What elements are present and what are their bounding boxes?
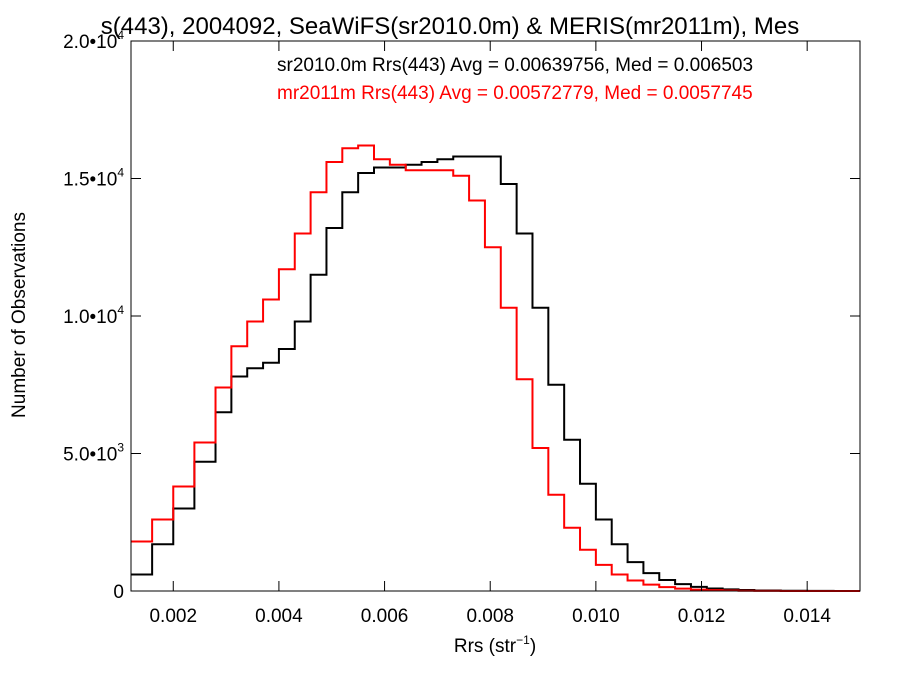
y-tick-label: 1.0•104	[63, 303, 124, 328]
x-tick-label: 0.008	[466, 606, 514, 627]
y-tick-label: 5.0•103	[63, 441, 124, 466]
legend-entry-black: sr2010.0m Rrs(443) Avg = 0.00639756, Med…	[277, 55, 753, 76]
x-axis-label: Rrs (str−1)	[454, 633, 536, 657]
x-axis-label-text: Rrs (str	[454, 636, 517, 657]
y-tick-label: 2.0•104	[63, 28, 124, 53]
x-tick-label: 0.004	[255, 606, 303, 627]
y-tick-label: 1.5•104	[63, 166, 124, 191]
y-axis-ticks: 0 5.0•103 1.0•104 1.5•104 2.0•104	[63, 28, 860, 603]
x-axis-label-superscript: −1	[516, 633, 530, 647]
y-tick-label: 0	[113, 582, 124, 603]
y-axis-label: Number of Observations	[9, 212, 30, 418]
x-tick-label: 0.002	[149, 606, 197, 627]
x-tick-label: 0.010	[572, 606, 620, 627]
x-tick-label: 0.012	[678, 606, 726, 627]
x-tick-label: 0.006	[361, 606, 409, 627]
x-axis-ticks: 0.002 0.004 0.006 0.008 0.010 0.012 0.014	[149, 41, 831, 627]
chart-title: s(443), 2004092, SeaWiFS(sr2010.0m) & ME…	[101, 13, 799, 40]
x-axis-label-close: )	[530, 636, 536, 657]
legend-entry-red: mr2011m Rrs(443) Avg = 0.00572779, Med =…	[277, 83, 753, 104]
x-tick-label: 0.014	[783, 606, 831, 627]
series-line-0	[131, 155, 860, 592]
